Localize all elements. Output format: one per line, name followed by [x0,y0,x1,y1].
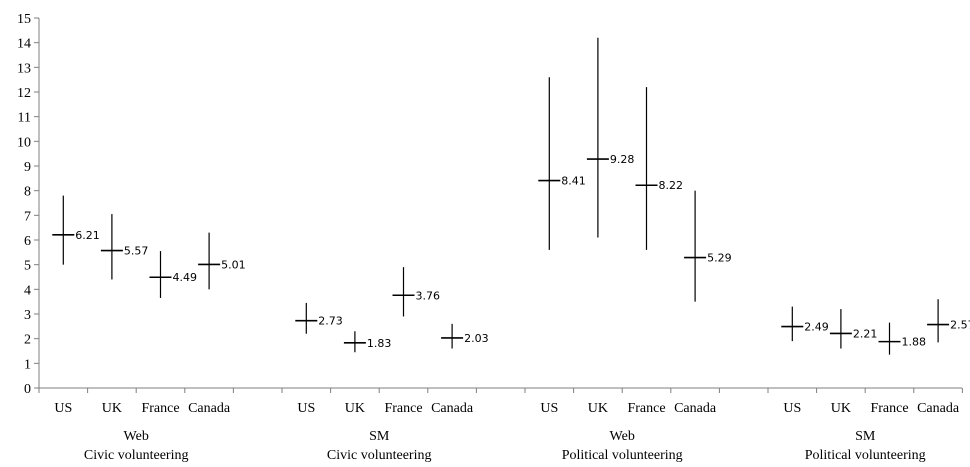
data-label: 2.73 [318,315,343,328]
data-label: 8.41 [561,175,586,188]
category-label: France [627,401,665,416]
group-label-line2: Political volunteering [562,448,683,463]
y-tick-label: 10 [17,135,31,150]
category-label: Canada [431,401,474,416]
category-label: US [297,401,315,416]
data-label: 4.49 [173,271,198,284]
data-label: 8.22 [659,179,684,192]
data-label: 5.57 [124,245,148,258]
category-label: Canada [188,401,231,416]
category-label: UK [102,401,122,416]
group-label-line2: Political volunteering [805,448,926,463]
data-label: 1.88 [902,336,927,349]
category-label: US [783,401,801,416]
y-tick-label: 6 [24,234,31,249]
y-tick-label: 8 [24,185,31,200]
category-label: France [141,401,179,416]
data-label: 3.76 [416,289,441,302]
group-label-line1: Web [124,429,149,444]
data-marks: 6.21 5.57 4.49 5.01 2.73 1.83 3.76 2.03 8.41 9.28… [52,37,970,355]
y-tick-label: 12 [17,86,31,101]
data-label: 5.01 [221,258,246,271]
y-tick-label: 9 [24,160,31,175]
y-tick-label: 13 [17,61,31,76]
category-label: US [54,401,72,416]
y-tick-label: 14 [17,37,31,52]
data-label: 9.28 [610,153,635,166]
category-label: France [384,401,422,416]
group-label-line2: Civic volunteering [327,448,432,463]
y-tick-label: 11 [18,111,31,126]
category-label: US [540,401,558,416]
y-tick-label: 1 [24,357,31,372]
y-tick-label: 4 [24,283,31,298]
y-tick-label: 7 [24,209,31,224]
group-label-line1: SM [369,429,390,444]
data-label: 2.57 [950,319,970,332]
data-label: 2.03 [464,332,489,345]
y-tick-label: 2 [24,333,31,348]
y-tick-label: 15 [17,12,31,27]
data-label: 6.21 [75,229,100,242]
category-label: France [870,401,908,416]
group-label-line2: Civic volunteering [84,448,189,463]
data-label: 1.83 [367,337,392,350]
y-tick-label: 0 [24,382,31,397]
data-label: 5.29 [707,252,732,265]
category-label: UK [588,401,608,416]
category-label: UK [831,401,851,416]
data-label: 2.49 [804,321,829,334]
category-label: Canada [674,401,717,416]
y-tick-label: 3 [24,308,31,323]
data-label: 2.21 [853,327,878,340]
group-label-line1: Web [610,429,635,444]
group-label-line1: SM [855,429,876,444]
y-tick-label: 5 [24,259,31,274]
category-label: Canada [917,401,960,416]
category-label: UK [345,401,365,416]
